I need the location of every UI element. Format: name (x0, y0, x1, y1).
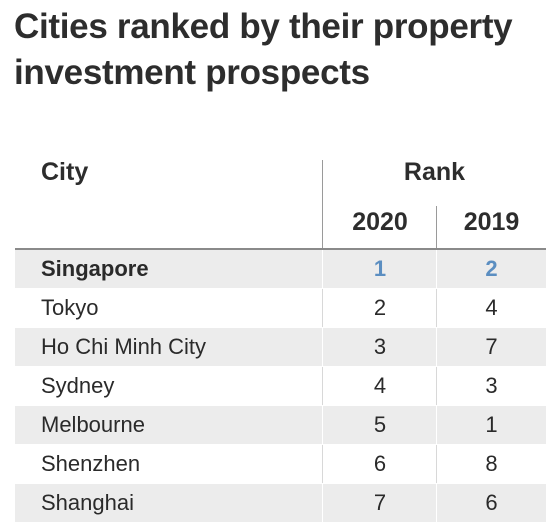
rank-2019-cell: 1 (485, 412, 498, 437)
rank-2020-cell: 4 (373, 373, 387, 398)
chart-title: Cities ranked by their property investme… (14, 7, 513, 92)
rank-2019-cell: 4 (485, 295, 498, 320)
city-cell: Tokyo (41, 295, 99, 320)
rank-2019-cell: 3 (485, 373, 498, 398)
header-2019: 2019 (463, 208, 520, 236)
city-cell: Shanghai (41, 490, 134, 515)
table-row: Tokyo 2 4 (15, 289, 546, 328)
city-cell: Singapore (41, 256, 149, 281)
column-divider-years (436, 206, 437, 250)
city-cell: Sydney (41, 373, 115, 398)
table-body: Singapore 1 2 Tokyo 2 4 Ho Chi Minh City… (15, 250, 546, 523)
rank-2019-cell: 6 (485, 490, 498, 515)
header-city: City (41, 158, 89, 186)
column-divider-city (322, 160, 323, 250)
rank-2020-cell: 1 (373, 256, 387, 281)
header-rule (15, 248, 546, 250)
city-cell: Ho Chi Minh City (41, 334, 207, 359)
table-row: Sydney 4 3 (15, 367, 546, 406)
city-cell: Melbourne (41, 412, 145, 437)
rank-2019-cell: 8 (485, 451, 498, 476)
rank-2019-cell: 7 (485, 334, 498, 359)
table-row: Shanghai 7 6 (15, 484, 546, 523)
table-row: Ho Chi Minh City 3 7 (15, 328, 546, 367)
header-2020: 2020 (352, 208, 408, 236)
table-row: Singapore 1 2 (15, 250, 546, 289)
city-cell: Shenzhen (41, 451, 141, 476)
header-rank: Rank (403, 158, 466, 186)
rank-2020-cell: 3 (373, 334, 387, 359)
rank-2019-cell: 2 (485, 256, 498, 281)
table-row: Melbourne 5 1 (15, 406, 546, 445)
rank-2020-cell: 2 (373, 295, 387, 320)
rank-2020-cell: 7 (373, 490, 387, 515)
table-row: Shenzhen 6 8 (15, 445, 546, 484)
rank-2020-cell: 5 (373, 412, 387, 437)
ranking-table: City Rank 2020 2019 Singapore 1 2 Tokyo … (15, 152, 546, 524)
rank-2020-cell: 6 (373, 451, 387, 476)
